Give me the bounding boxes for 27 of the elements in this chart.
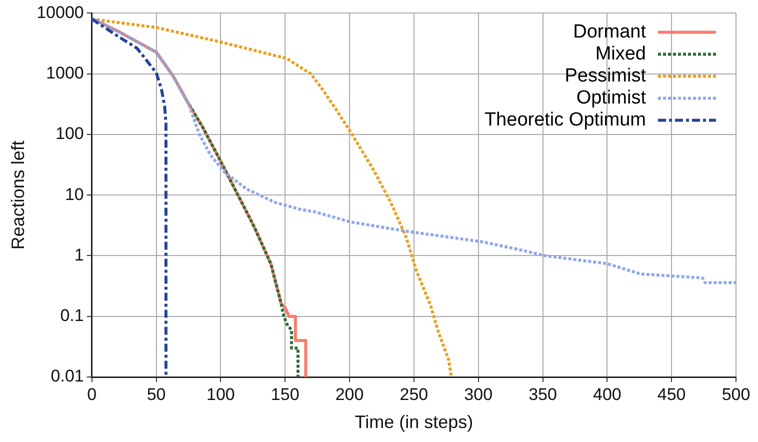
line-series: [92, 18, 168, 377]
y-tick-label: 100: [56, 124, 84, 144]
x-tick-label: 0: [87, 384, 97, 404]
legend-label: Optimist: [576, 87, 647, 108]
legend-label: Theoretic Optimum: [484, 109, 646, 130]
legend-label: Pessimist: [564, 65, 647, 86]
x-tick-label: 500: [722, 384, 750, 404]
x-tick-label: 350: [528, 384, 557, 404]
y-tick-label: 1: [74, 245, 84, 264]
y-tick-label: 1000: [46, 64, 84, 83]
x-tick-label: 100: [206, 384, 235, 404]
legend-label: Mixed: [595, 43, 646, 64]
x-tick-label: 400: [592, 384, 622, 404]
x-tick-label: 250: [400, 384, 428, 404]
x-tick-label: 150: [270, 384, 300, 404]
line-series: [92, 16, 736, 284]
x-tick-label: 50: [146, 384, 166, 404]
x-tick-label: 450: [657, 384, 686, 404]
x-tick-label: 200: [335, 384, 364, 404]
y-tick-label: 0.01: [50, 366, 84, 386]
legend-label: Dormant: [573, 21, 647, 42]
x-tick-label: 300: [464, 384, 493, 404]
y-tick-label: 10: [64, 184, 84, 204]
x-axis-title: Time (in steps): [354, 412, 474, 432]
y-tick-label: 0.1: [60, 306, 84, 326]
y-axis-title: Reactions left: [8, 140, 28, 250]
y-tick-label: 10000: [36, 2, 84, 22]
